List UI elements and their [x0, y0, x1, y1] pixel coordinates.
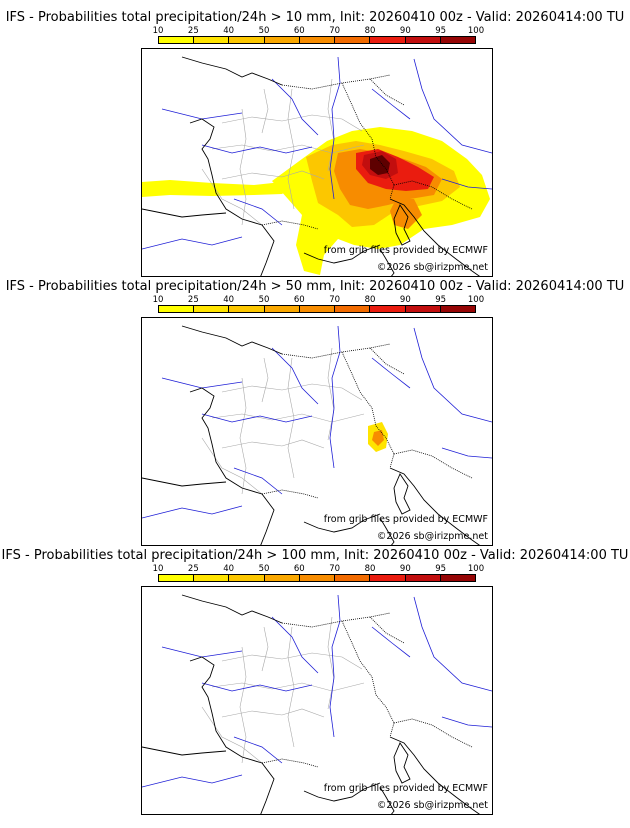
map-title: IFS - Probabilities total precipitation/…	[1, 548, 629, 563]
source-credit: from grib files provided by ECMWF	[323, 245, 488, 256]
coastlines	[142, 594, 480, 814]
legend-tick: 95	[435, 26, 447, 36]
legend-tick: 50	[258, 295, 270, 305]
legend-swatch	[299, 306, 336, 312]
legend-swatch	[440, 37, 475, 43]
admin-boundaries	[201, 347, 365, 495]
legend-tick: 95	[435, 295, 447, 305]
legend-tick: 10	[152, 26, 164, 36]
legend-swatch	[264, 575, 300, 581]
legend-swatch	[370, 575, 406, 581]
legend-tick: 80	[364, 26, 376, 36]
legend-tick: 90	[399, 295, 411, 305]
legend-tick: 100	[467, 26, 485, 36]
legend-swatch	[159, 37, 195, 43]
legend-swatch	[229, 575, 265, 581]
legend-swatch	[405, 306, 441, 312]
legend-swatch	[440, 306, 475, 312]
legend-swatch	[194, 306, 230, 312]
legend-swatch	[229, 306, 265, 312]
legend-swatch	[159, 575, 195, 581]
map-canvas	[142, 56, 492, 276]
rivers	[142, 325, 492, 519]
legend-swatch	[194, 37, 230, 43]
legend-tick: 10	[152, 564, 164, 574]
legend-tick: 90	[399, 564, 411, 574]
legend-swatch	[194, 575, 230, 581]
legend-tick: 60	[293, 295, 305, 305]
legend-swatch	[264, 37, 300, 43]
legend-swatch	[440, 575, 475, 581]
legend-swatch	[335, 306, 371, 312]
map-panel-50mm: IFS - Probabilities total precipitation/…	[0, 269, 630, 546]
country-borders	[261, 612, 473, 768]
legend-tick: 80	[364, 564, 376, 574]
map-frame: from grib files provided by ECMWF ©2026 …	[141, 48, 493, 277]
legend-tick: 25	[187, 295, 199, 305]
color-legend	[158, 305, 476, 313]
legend-tick: 50	[258, 26, 270, 36]
legend-tick: 60	[293, 564, 305, 574]
coastlines	[142, 325, 480, 545]
legend-swatch	[370, 37, 406, 43]
legend-tick: 90	[399, 26, 411, 36]
copyright-credit: ©2026 sb@irizpme.net	[376, 800, 488, 811]
legend-swatch	[159, 306, 195, 312]
legend-tick: 100	[467, 295, 485, 305]
copyright-credit: ©2026 sb@irizpme.net	[376, 262, 488, 273]
legend-tick: 95	[435, 564, 447, 574]
map-title: IFS - Probabilities total precipitation/…	[5, 10, 625, 25]
legend-ticks: 10 25 40 50 60 70 80 90 95 100	[153, 295, 485, 305]
legend-tick: 25	[187, 26, 199, 36]
legend-tick: 100	[467, 564, 485, 574]
country-borders	[261, 74, 473, 230]
legend-swatch	[299, 37, 336, 43]
map-panel-100mm: IFS - Probabilities total precipitation/…	[0, 538, 630, 815]
map-frame: from grib files provided by ECMWF ©2026 …	[141, 317, 493, 546]
source-credit: from grib files provided by ECMWF	[323, 783, 488, 794]
legend-swatch	[264, 306, 300, 312]
legend-tick: 40	[223, 295, 235, 305]
legend-tick: 60	[293, 26, 305, 36]
legend-swatch	[405, 575, 441, 581]
admin-boundaries	[201, 616, 365, 764]
legend-tick: 70	[329, 564, 341, 574]
legend-swatch	[405, 37, 441, 43]
source-credit: from grib files provided by ECMWF	[323, 514, 488, 525]
legend-tick: 50	[258, 564, 270, 574]
coastlines	[142, 56, 480, 276]
color-legend	[158, 574, 476, 582]
precip-field	[368, 422, 388, 452]
rivers	[142, 594, 492, 788]
legend-tick: 40	[223, 564, 235, 574]
legend-tick: 10	[152, 295, 164, 305]
map-title: IFS - Probabilities total precipitation/…	[5, 279, 625, 294]
country-borders	[261, 343, 473, 499]
legend-tick: 70	[329, 26, 341, 36]
rivers	[142, 56, 492, 250]
legend-swatch	[299, 575, 336, 581]
legend-ticks: 10 25 40 50 60 70 80 90 95 100	[153, 564, 485, 574]
map-canvas	[142, 594, 492, 814]
copyright-credit: ©2026 sb@irizpme.net	[376, 531, 488, 542]
legend-swatch	[335, 575, 371, 581]
legend-swatch	[229, 37, 265, 43]
legend-tick: 40	[223, 26, 235, 36]
color-legend	[158, 36, 476, 44]
precip-field	[142, 127, 490, 275]
legend-tick: 25	[187, 564, 199, 574]
legend-swatch	[335, 37, 371, 43]
legend-swatch	[370, 306, 406, 312]
legend-ticks: 10 25 40 50 60 70 80 90 95 100	[153, 26, 485, 36]
legend-tick: 80	[364, 295, 376, 305]
admin-boundaries	[201, 78, 365, 226]
map-canvas	[142, 325, 492, 545]
map-frame: from grib files provided by ECMWF ©2026 …	[141, 586, 493, 815]
legend-tick: 70	[329, 295, 341, 305]
map-panel-10mm: IFS - Probabilities total precipitation/…	[0, 0, 630, 277]
